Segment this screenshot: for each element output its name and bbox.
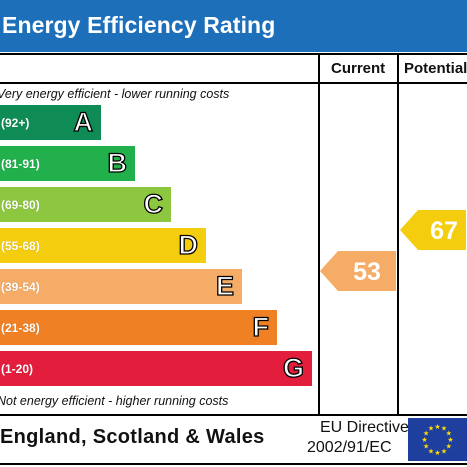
bottom-note: Not energy efficient - higher running co… bbox=[0, 394, 229, 408]
potential-rating-pointer: 67 bbox=[400, 210, 466, 250]
rating-band-range: (21-38) bbox=[1, 320, 40, 335]
eu-star: ★ bbox=[421, 436, 427, 444]
rating-band-range: (81-91) bbox=[1, 156, 40, 171]
current-column-header: Current bbox=[331, 60, 386, 77]
footer-country: England, Scotland & Wales bbox=[0, 426, 265, 448]
current-column-divider bbox=[318, 53, 320, 416]
rating-band-letter: E bbox=[215, 271, 234, 301]
eu-star: ★ bbox=[434, 423, 440, 431]
chart-title: Energy Efficiency Rating bbox=[2, 12, 276, 38]
top-note: Very energy efficient - lower running co… bbox=[0, 87, 230, 101]
footer-top-rule bbox=[0, 414, 467, 416]
rating-band-range: (55-68) bbox=[1, 238, 40, 253]
rating-band-a: (92+) A bbox=[0, 105, 101, 140]
rating-band-letter: B bbox=[107, 148, 128, 178]
footer-bottom-rule bbox=[0, 463, 467, 465]
eu-star: ★ bbox=[446, 443, 452, 451]
eu-star: ★ bbox=[447, 436, 453, 444]
header-bottom-rule bbox=[0, 82, 467, 84]
rating-band-range: (92+) bbox=[1, 115, 30, 130]
rating-band-letter: D bbox=[178, 230, 199, 260]
current-rating-value: 53 bbox=[353, 258, 381, 286]
rating-band-f: (21-38) F bbox=[0, 310, 277, 345]
rating-band-letter: A bbox=[73, 107, 94, 137]
rating-band-letter: G bbox=[282, 353, 304, 383]
rating-band-range: (69-80) bbox=[1, 197, 40, 212]
potential-column-divider bbox=[397, 53, 399, 416]
eu-directive-line2: 2002/91/EC bbox=[307, 439, 392, 456]
potential-column-header: Potential bbox=[404, 60, 467, 77]
header-top-rule bbox=[0, 53, 467, 55]
eu-directive-line1: EU Directive bbox=[320, 419, 409, 436]
rating-band-g: (1-20) G bbox=[0, 351, 312, 386]
current-rating-pointer: 53 bbox=[320, 251, 396, 291]
rating-band-e: (39-54) E bbox=[0, 269, 242, 304]
rating-band-d: (55-68) D bbox=[0, 228, 206, 263]
eu-star: ★ bbox=[423, 443, 429, 451]
eu-star: ★ bbox=[446, 430, 452, 438]
eu-star: ★ bbox=[441, 447, 447, 455]
eu-star: ★ bbox=[423, 430, 429, 438]
rating-band-range: (1-20) bbox=[1, 361, 34, 376]
title-bar bbox=[0, 0, 467, 52]
potential-rating-value: 67 bbox=[430, 217, 458, 245]
rating-band-c: (69-80) C bbox=[0, 187, 171, 222]
rating-band-range: (39-54) bbox=[1, 279, 40, 294]
eu-star: ★ bbox=[434, 449, 440, 457]
eu-star: ★ bbox=[441, 425, 447, 433]
rating-band-letter: F bbox=[252, 312, 270, 342]
rating-band-b: (81-91) B bbox=[0, 146, 135, 181]
rating-band-letter: C bbox=[143, 189, 164, 219]
eu-star: ★ bbox=[428, 425, 434, 433]
eu-flag-icon: ★ ★ ★ ★ ★ ★ ★ ★ ★ ★ ★ ★ bbox=[408, 418, 467, 461]
eu-star: ★ bbox=[428, 447, 434, 455]
